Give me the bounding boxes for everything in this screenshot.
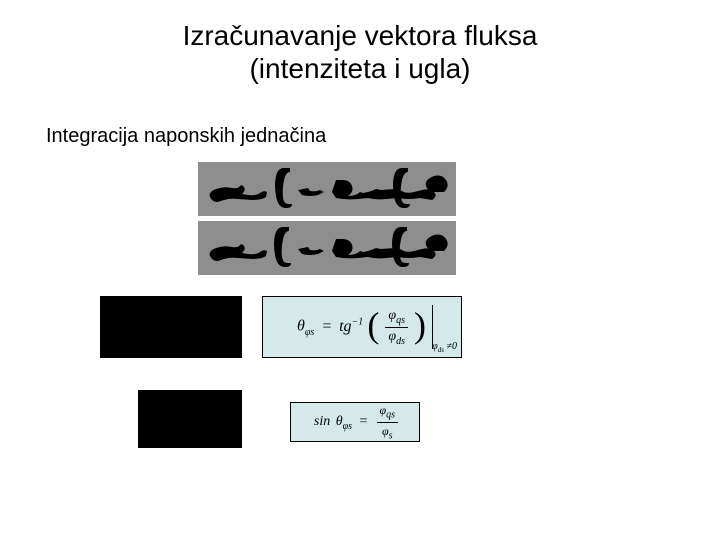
page-title-line2: (intenziteta i ugla) — [0, 53, 720, 85]
den-phi-2: φ — [382, 424, 389, 438]
condition-phi-ds-nonzero: φds ≠0 — [432, 341, 457, 354]
tg-inverse: −1 — [352, 316, 364, 327]
cond-rest: ≠0 — [447, 341, 458, 352]
page-title-line1: Izračunavanje vektora fluksa — [0, 0, 720, 53]
den-phi-2-sub: s — [389, 430, 393, 441]
equals-1: = — [318, 318, 335, 335]
integral-equation-2 — [198, 221, 456, 275]
redacted-block-2 — [138, 390, 242, 448]
fraction-2: φqs φs — [377, 403, 399, 441]
tg-label: tg — [339, 318, 351, 335]
cond-phi-sub: ds — [438, 346, 444, 354]
fraction-1: φqs φds — [385, 308, 408, 347]
equals-2: = — [356, 414, 371, 429]
theta-symbol: θ — [297, 318, 305, 335]
den-phi-1: φ — [388, 329, 396, 344]
sine-formula: sin θφs = φqs φs — [290, 402, 420, 442]
theta-subscript: φs — [305, 327, 314, 338]
theta-symbol-2: θ — [336, 414, 343, 429]
den-phi-1-sub: ds — [396, 335, 405, 346]
theta-sub-2: φs — [343, 421, 352, 432]
integral-equation-1 — [198, 162, 456, 216]
sin-label: sin — [310, 414, 330, 429]
num-phi-1: φ — [388, 308, 396, 323]
num-phi-2-sub: qs — [386, 410, 395, 421]
angle-formula: θφs = tg−1 ( φqs φds ) φds ≠0 — [262, 296, 462, 358]
redacted-block-1 — [100, 296, 242, 358]
section-label: Integracija naponskih jednačina — [46, 125, 326, 148]
num-phi-1-sub: qs — [396, 315, 405, 326]
